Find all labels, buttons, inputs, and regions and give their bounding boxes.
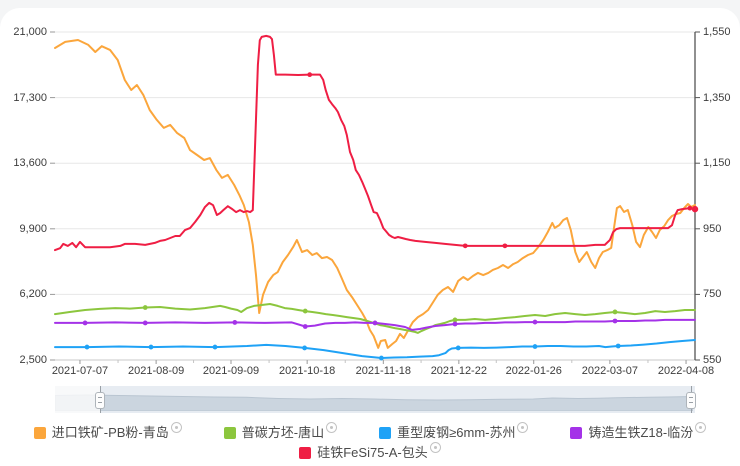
series-marker [452, 317, 458, 323]
series-marker [532, 319, 538, 325]
legend-label: 普碳方坯-唐山 [241, 425, 325, 440]
remove-series-icon[interactable] [326, 422, 338, 433]
legend-label: 重型废钢≥6mm-苏州 [397, 425, 516, 440]
series-marker [379, 355, 384, 361]
legend-swatch [379, 427, 392, 439]
y-axis-left-label: 13,600 [13, 157, 47, 170]
legend-item-series-1[interactable]: 普碳方坯-唐山 [223, 422, 338, 442]
legend-item-series-0[interactable]: 进口铁矿-PB粉-青岛 [33, 422, 182, 442]
navigator-series-silhouette [55, 394, 693, 411]
legend-swatch [223, 427, 236, 439]
x-axis-label: 2021-11-18 [355, 365, 412, 377]
series-marker [302, 308, 308, 314]
series-end-marker [691, 205, 699, 213]
legend-item-series-4[interactable]: 硅铁FeSi75-A-包头 [299, 442, 441, 462]
legend-swatch [570, 427, 583, 439]
x-axis-label: 2021-07-07 [51, 365, 109, 377]
chart-legend: 进口铁矿-PB粉-青岛 普碳方坯-唐山 重型废钢≥6mm-苏州 铸造生铁Z18-临汾硅… [0, 422, 740, 464]
series-line-2 [54, 339, 696, 359]
legend-label: 铸造生铁Z18-临汾 [588, 425, 694, 440]
remove-series-icon[interactable] [170, 422, 182, 433]
x-axis-label: 2022-03-07 [581, 365, 639, 377]
series-marker [212, 344, 218, 350]
series-marker [84, 344, 90, 350]
series-marker [372, 320, 378, 326]
series-marker [615, 343, 621, 349]
navigator-area [55, 394, 693, 411]
series-marker [142, 305, 148, 310]
navigator-left-handle[interactable] [94, 391, 105, 409]
remove-series-icon[interactable] [695, 422, 707, 433]
series-marker [462, 243, 468, 249]
legend-item-series-2[interactable]: 重型废钢≥6mm-苏州 [379, 422, 529, 442]
y-axis-right-label: 950 [703, 222, 722, 235]
series-marker [687, 205, 693, 211]
y-axis-left-label: 6,200 [19, 288, 47, 301]
legend-label: 进口铁矿-PB粉-青岛 [51, 425, 169, 440]
series-marker [612, 318, 618, 324]
y-axis-right-label: 1,350 [703, 91, 731, 104]
series-marker [452, 321, 458, 327]
y-axis-left-label: 9,900 [19, 222, 47, 235]
remove-series-icon[interactable] [429, 442, 441, 453]
y-axis-right-label: 750 [703, 288, 722, 301]
series-marker [532, 344, 538, 349]
x-axis-label: 2021-12-22 [430, 365, 487, 377]
navigator-right-handle[interactable] [686, 391, 697, 409]
series-marker [142, 320, 148, 326]
series-marker [302, 324, 308, 329]
series-marker [612, 309, 618, 315]
y-axis-right-label: 1,150 [703, 157, 731, 170]
legend-row: 进口铁矿-PB粉-青岛 普碳方坯-唐山 重型废钢≥6mm-苏州 铸造生铁Z18-临汾 [0, 422, 740, 442]
x-axis-label: 2021-08-09 [127, 365, 185, 377]
legend-item-series-3[interactable]: 铸造生铁Z18-临汾 [570, 422, 707, 442]
x-axis-label: 2022-04-08 [657, 365, 715, 377]
remove-series-icon[interactable] [517, 422, 529, 433]
series-marker [455, 345, 461, 351]
legend-swatch [299, 447, 312, 459]
y-axis-left-label: 2,500 [19, 354, 47, 366]
series-marker [302, 345, 307, 351]
series-marker [82, 320, 88, 326]
y-axis-right-label: 1,550 [703, 26, 731, 38]
range-navigator-track[interactable] [55, 386, 697, 413]
series-line-1 [54, 303, 696, 334]
series-line-0 [54, 39, 696, 349]
series-marker [232, 320, 238, 325]
series-marker [502, 243, 508, 249]
legend-row: 硅铁FeSi75-A-包头 [0, 442, 740, 462]
y-axis-left-label: 21,000 [13, 26, 47, 38]
legend-swatch [33, 427, 46, 439]
legend-label: 硅铁FeSi75-A-包头 [317, 445, 428, 460]
x-axis-label: 2022-01-26 [505, 365, 562, 377]
navigator-unselected-mask [55, 386, 101, 413]
y-axis-right-label: 550 [703, 354, 722, 366]
series-marker [307, 72, 313, 78]
series-line-4 [54, 34, 696, 252]
y-axis-left-label: 17,300 [13, 91, 47, 104]
x-axis-label: 2021-10-18 [279, 365, 336, 377]
series-marker [148, 344, 154, 350]
x-axis-label: 2021-09-09 [202, 365, 260, 377]
